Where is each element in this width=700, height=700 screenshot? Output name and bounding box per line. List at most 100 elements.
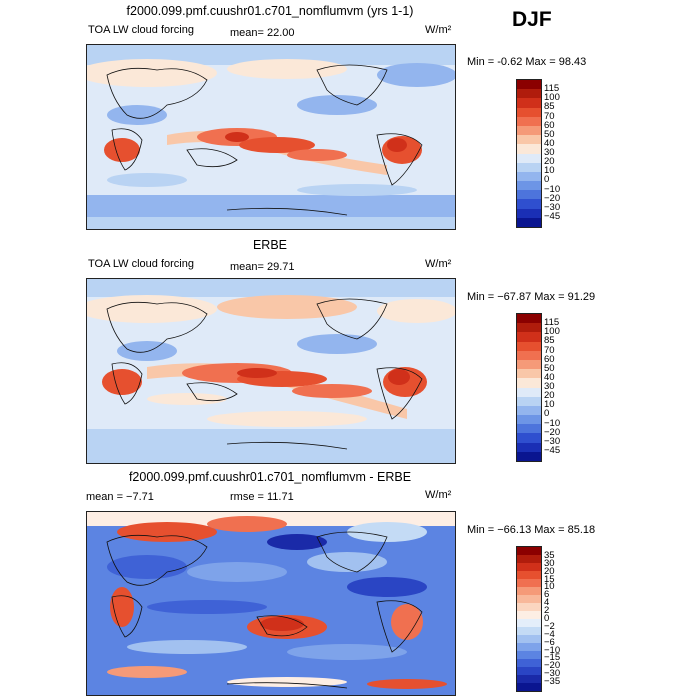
colorbar-tick-label: 30: [544, 381, 555, 392]
colorbar-tick-label: −30: [544, 201, 561, 213]
colorbar-segment: [517, 181, 541, 191]
colorbar-tick-label: 10: [544, 399, 555, 411]
panel1-mean: mean= 22.00: [230, 27, 295, 39]
colorbar-segment: [517, 153, 541, 163]
colorbar-tick-label: 0: [544, 174, 550, 186]
colorbar-segment: [517, 619, 541, 627]
colorbar-tick-label: 30: [544, 557, 555, 569]
colorbar-segment: [517, 217, 541, 227]
colorbar-tick-label: 4: [544, 597, 550, 609]
colorbar-segment: [517, 116, 541, 126]
colorbar-segment: [517, 171, 541, 182]
colorbar-tick-label: 70: [544, 344, 555, 356]
colorbar-segment: [517, 387, 541, 397]
colorbar-segment: [517, 332, 541, 342]
panel2-units: W/m²: [425, 258, 452, 270]
colorbar-segment: [517, 651, 541, 659]
colorbar-segment: [517, 451, 541, 461]
colorbar-tick-label: 20: [544, 390, 555, 402]
colorbar-tick-label: −6: [544, 636, 555, 648]
panel2-map: [86, 278, 456, 464]
colorbar-tick-label: 10: [544, 581, 555, 593]
colorbar-segment: [517, 611, 541, 619]
colorbar-tick-label: −30: [544, 435, 561, 447]
colorbar-segment: [517, 595, 541, 603]
colorbar-segment: [517, 603, 541, 611]
colorbar-tick-label: 6: [544, 589, 550, 601]
colorbar-segment: [517, 208, 541, 218]
colorbar-segment: [517, 424, 541, 434]
panel3-minmax: Min = −66.13 Max = 85.18: [467, 524, 596, 536]
colorbar-tick-label: −30: [544, 668, 561, 680]
colorbar-tick-label: 50: [544, 362, 555, 374]
colorbar-tick-label: 115: [544, 317, 560, 329]
colorbar-segment: [517, 643, 541, 651]
panel2-map-field: [87, 279, 455, 463]
colorbar-segment: [517, 98, 541, 108]
colorbar-tick-label: −35: [544, 676, 561, 688]
panel1-variable-label: TOA LW cloud forcing: [88, 24, 194, 36]
colorbar-segment: [517, 667, 541, 675]
colorbar-segment: [517, 125, 541, 136]
colorbar-tick-label: 50: [544, 128, 555, 140]
colorbar-tick-label: 10: [544, 165, 555, 177]
colorbar-segment: [517, 442, 541, 452]
colorbar-segment: [517, 433, 541, 443]
colorbar-tick-label: −2: [544, 620, 555, 632]
colorbar-segment: [517, 190, 541, 200]
colorbar-segment: [517, 341, 541, 351]
colorbar-tick-label: 20: [544, 156, 555, 168]
colorbar-segment: [517, 314, 541, 324]
colorbar-tick-label: −20: [544, 192, 561, 204]
colorbar-segment: [517, 396, 541, 406]
colorbar-tick-label: 85: [544, 101, 555, 113]
colorbar-segment: [517, 563, 541, 571]
panel1-colorbar-labels: 115 100 85 70 60 50 40 30 20 10 0 −10 −20 −30 −45: [544, 80, 584, 226]
colorbar-segment: [517, 675, 541, 683]
colorbar-segment: [517, 199, 541, 209]
colorbar-segment: [517, 162, 541, 172]
colorbar-tick-label: 40: [544, 371, 555, 383]
panel3-colorbar-labels: 35 30 20 15 10 6 4 2 0 −2 −4 −6 −10 −15 −20 −30 −35: [544, 548, 584, 690]
colorbar-segment: [517, 144, 541, 154]
colorbar-tick-label: 35: [544, 549, 555, 561]
colorbar-tick-label: 100: [544, 326, 560, 338]
colorbar-segment: [517, 378, 541, 388]
colorbar-tick-label: 60: [544, 353, 555, 365]
panel2-colorbar-labels: 115 100 85 70 60 50 40 30 20 10 0 −10 −20 −30 −45: [544, 314, 584, 460]
colorbar-tick-label: 0: [544, 408, 550, 420]
colorbar-segment: [517, 659, 541, 667]
colorbar-tick-label: −10: [544, 644, 561, 656]
colorbar-segment: [517, 350, 541, 360]
colorbar-tick-label: −10: [544, 417, 561, 429]
colorbar-segment: [517, 323, 541, 333]
season-label: DJF: [512, 8, 552, 31]
colorbar-segment: [517, 555, 541, 563]
colorbar-segment: [517, 80, 541, 90]
colorbar-segment: [517, 369, 541, 379]
panel1-colorbar: [516, 79, 542, 228]
colorbar-tick-label: 15: [544, 573, 555, 585]
colorbar-segment: [517, 415, 541, 425]
colorbar-tick-label: 40: [544, 137, 555, 149]
colorbar-tick-label: 85: [544, 335, 555, 347]
colorbar-tick-label: −45: [544, 444, 561, 456]
colorbar-segment: [517, 107, 541, 117]
panel1-map: [86, 44, 456, 230]
panel3-rmse: rmse = 11.71: [230, 491, 294, 503]
panel1-units: W/m²: [425, 24, 452, 36]
panel1-title: f2000.099.pmf.cuushr01.c701_nomflumvm (y…: [126, 4, 414, 18]
colorbar-segment: [517, 683, 541, 691]
panel3-title: f2000.099.pmf.cuushr01.c701_nomflumvm - …: [128, 470, 412, 484]
panel3-map: [86, 511, 456, 696]
colorbar-segment: [517, 635, 541, 643]
panel1-map-field: [87, 45, 455, 229]
panel2-mean: mean= 29.71: [230, 261, 295, 273]
colorbar-tick-label: 0: [544, 613, 550, 624]
colorbar-segment: [517, 571, 541, 579]
panel2-minmax: Min = −67.87 Max = 91.29: [467, 291, 596, 303]
panel3-colorbar: [516, 546, 542, 692]
colorbar-tick-label: 70: [544, 110, 555, 122]
colorbar-segment: [517, 89, 541, 99]
colorbar-segment: [517, 359, 541, 370]
